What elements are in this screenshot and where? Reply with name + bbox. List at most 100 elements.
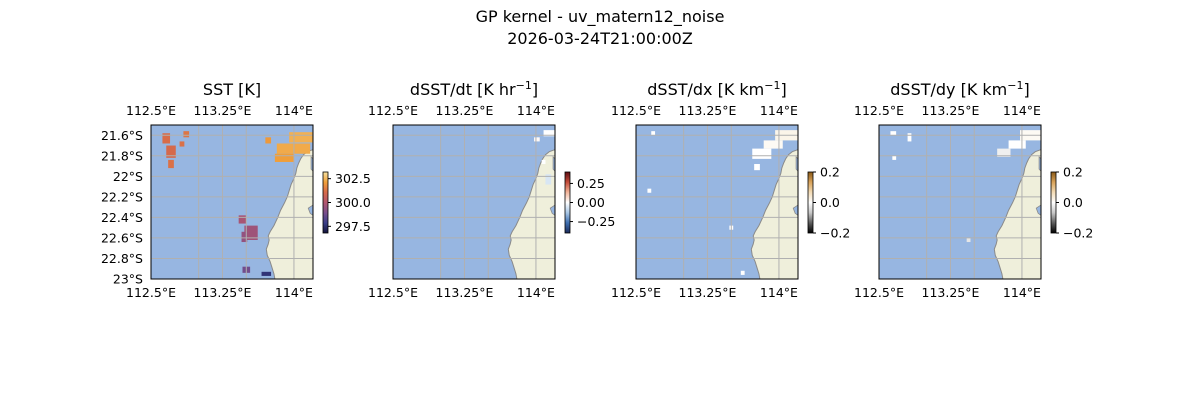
data-cell: [244, 225, 258, 240]
lon-tick-label-top: 112.5°E: [368, 103, 418, 118]
lon-tick-label-top: 113.25°E: [194, 103, 252, 118]
colorbar-tick-label: 0.00: [577, 195, 605, 210]
lon-tick-label-bottom: 113.25°E: [679, 285, 737, 300]
data-cell: [647, 188, 652, 193]
data-cell: [534, 137, 540, 142]
lon-tick-label-bottom: 112.5°E: [611, 285, 661, 300]
lat-tick-label: 23°S: [113, 272, 143, 287]
inlet: [1035, 204, 1041, 216]
land-mass: [750, 149, 798, 279]
data-cell: [997, 148, 1011, 157]
lon-tick-label-top: 112.5°E: [126, 103, 176, 118]
data-cell: [274, 153, 294, 162]
data-cell: [183, 131, 190, 138]
lon-tick-label-top: 113.25°E: [679, 103, 737, 118]
axes-frame: [878, 124, 1042, 280]
colorbar-tick-label: 297.5: [335, 219, 371, 234]
lon-tick-label-top: 114°E: [517, 103, 555, 118]
panel-title-text: SST [K]: [203, 80, 261, 99]
data-cell: [740, 270, 745, 275]
lon-tick-label-bottom: 112.5°E: [126, 285, 176, 300]
colorbar: [1050, 171, 1057, 234]
lon-tick-label-top: 112.5°E: [854, 103, 904, 118]
data-cell: [261, 271, 272, 276]
lon-tick-label-top: 114°E: [1003, 103, 1041, 118]
map-body: [636, 125, 798, 279]
colorbar-tick-label: 0.0: [1063, 195, 1083, 210]
axes-frame: [392, 124, 556, 280]
lon-tick-label-bottom: 114°E: [517, 285, 555, 300]
axes-frame: [150, 124, 314, 280]
data-cell: [265, 137, 272, 144]
data-cell: [966, 237, 971, 243]
colorbar-tick-label: −0.2: [820, 226, 850, 241]
lat-tick-label: 22°S: [113, 169, 143, 184]
inlet: [307, 204, 313, 216]
lon-tick-label-bottom: 112.5°E: [368, 285, 418, 300]
panel-title-text: dSST/dy [K km: [890, 80, 1007, 99]
data-cell: [168, 159, 174, 169]
lon-tick-label-bottom: 114°E: [760, 285, 798, 300]
panel-title-close: ]: [532, 80, 538, 99]
data-cell: [241, 231, 248, 243]
data-cell: [907, 133, 912, 142]
map-body: [393, 125, 555, 279]
land-mass: [265, 149, 313, 279]
data-cell: [162, 133, 171, 144]
lat-tick-label: 22.8°S: [101, 251, 143, 266]
data-cell: [179, 141, 185, 147]
colorbar: [807, 171, 814, 234]
figure-timestamp: 2026-03-24T21:00:00Z: [507, 29, 693, 48]
land-mass: [507, 149, 555, 279]
lat-tick-label: 22.2°S: [101, 189, 143, 204]
colorbar-tick-label: 0.25: [577, 176, 605, 191]
data-cell: [752, 148, 772, 159]
data-cell: [238, 215, 247, 224]
land-mass: [993, 149, 1041, 279]
panel-title: dSST/dy [K km−1]: [890, 79, 1029, 99]
axes-frame: [635, 124, 799, 280]
data-cell: [541, 159, 546, 165]
data-cell: [892, 155, 897, 160]
panel-title-superscript: −1: [516, 79, 532, 92]
lon-tick-label-top: 114°E: [760, 103, 798, 118]
colorbar: [564, 171, 571, 234]
lon-tick-label-bottom: 114°E: [1003, 285, 1041, 300]
inlet: [792, 204, 798, 216]
map-body: [879, 125, 1041, 279]
lat-tick-label: 21.6°S: [101, 128, 143, 143]
panel-title-text: dSST/dx [K km: [647, 80, 764, 99]
colorbar-tick-label: 0.2: [1063, 165, 1083, 180]
data-cell: [166, 145, 176, 158]
lat-tick-label: 22.6°S: [101, 230, 143, 245]
panel-dsst-dt: dSST/dt [K hr−1] 112.5°E 112.5°E 113.25°E 11…: [368, 79, 615, 300]
lat-tick-label: 21.8°S: [101, 148, 143, 163]
panel-title-close: ]: [1023, 80, 1029, 99]
data-cell: [543, 130, 555, 137]
colorbar-tick-label: 0.0: [820, 195, 840, 210]
colorbar-tick-label: 0.2: [820, 165, 840, 180]
panel-title-superscript: −1: [764, 79, 780, 92]
map-body: [151, 125, 313, 279]
lat-tick-label: 22.4°S: [101, 210, 143, 225]
lon-tick-label-top: 113.25°E: [922, 103, 980, 118]
data-cell: [545, 174, 552, 185]
data-cell: [890, 131, 897, 136]
panel-title-close: ]: [780, 80, 786, 99]
colorbar-tick-label: −0.2: [1063, 226, 1093, 241]
lon-tick-label-top: 112.5°E: [611, 103, 661, 118]
data-cell: [754, 164, 760, 171]
panel-title-text: dSST/dt [K hr: [410, 80, 516, 99]
inlet: [549, 204, 555, 216]
colorbar-tick-label: −0.25: [577, 214, 615, 229]
colorbar-tick-label: 302.5: [335, 171, 371, 186]
data-cell: [763, 140, 783, 149]
lon-tick-label-bottom: 114°E: [275, 285, 313, 300]
data-cell: [651, 131, 656, 136]
figure-title: GP kernel - uv_matern12_noise: [475, 7, 725, 26]
figure-suptitle: GP kernel - uv_matern12_noise 2026-03-24…: [0, 6, 1200, 50]
data-cell: [289, 132, 313, 143]
lon-tick-label-bottom: 113.25°E: [436, 285, 494, 300]
panel-dsst-dx: dSST/dx [K km−1] 112.5°E 112.5°E 113.25°E 11…: [611, 79, 850, 300]
